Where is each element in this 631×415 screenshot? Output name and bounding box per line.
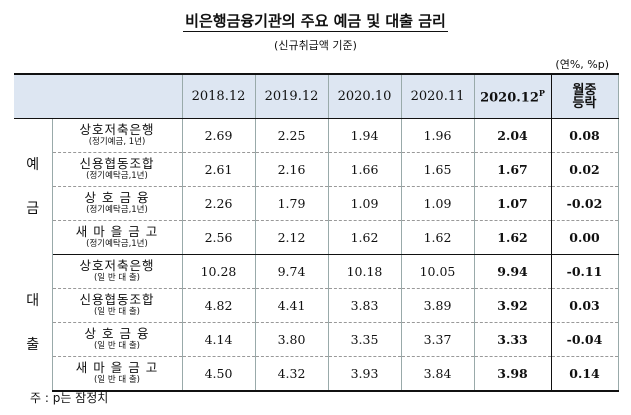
rate-2018-12: 4.50 [182,356,256,392]
rate-2020-10: 1.62 [328,220,402,255]
rate-change: 0.02 [551,152,619,187]
institution-product: (일 반 대 출) [93,375,141,385]
institution-product: (정기예탁금,1년) [86,205,148,215]
table-row: 신용협동조합 (일 반 대 출) 4.82 4.41 3.83 3.89 3.92 0.03 [14,288,619,323]
header-row: 2018.12 2019.12 2020.10 2020.11 2020.12P… [14,73,619,119]
table-row: 신용협동조합 (정기예탁금,1년) 2.61 2.16 1.66 1.65 1.67 0.02 [14,152,619,187]
institution-name: 상호저축은행 [79,258,155,273]
rate-change: 0.08 [551,118,619,153]
header-2020-11: 2020.11 [401,73,475,119]
category-label-top: 예 [26,156,40,173]
rate-current: 1.67 [473,152,552,187]
rate-2019-12: 2.12 [255,220,329,255]
rate-current: 3.92 [473,288,552,323]
institution-name: 신용협동조합 [79,156,155,171]
rate-2019-12: 4.41 [255,288,329,323]
rate-2020-10: 1.66 [328,152,402,187]
institution-cell: 신용협동조합 (정기예탁금,1년) [52,152,183,187]
rate-current: 2.04 [473,118,552,153]
institution-cell: 상 호 금 융 (정기예탁금,1년) [52,186,183,221]
rate-change: 0.14 [551,356,619,392]
header-monthly-change: 월중 등락 [551,73,619,119]
rate-2020-11: 3.84 [401,356,475,392]
rate-2018-12: 2.69 [182,118,256,153]
table-row: 새 마 을 금 고 (정기예탁금,1년) 2.56 2.12 1.62 1.62 1.62 0… [14,220,619,255]
header-2019-12: 2019.12 [255,73,329,119]
header-current: 2020.12P [473,73,552,119]
rate-2018-12: 2.56 [182,220,256,255]
institution-cell: 새 마 을 금 고 (정기예탁금,1년) [52,220,183,255]
rate-2020-11: 1.65 [401,152,475,187]
institution-product: (일 반 대 출) [93,341,141,351]
header-2020-10: 2020.10 [328,73,402,119]
rate-2020-10: 3.93 [328,356,402,392]
rate-2019-12: 3.80 [255,322,329,357]
table-row: 예 금 상호저축은행 (정기예금, 1년) 2.69 2.25 1.94 1.96 2.04 0.… [14,118,619,255]
rate-change: 0.03 [551,288,619,323]
institution-cell: 상호저축은행 (일 반 대 출) [52,254,183,289]
institution-product: (정기예탁금,1년) [86,239,148,249]
institution-name: 상 호 금 융 [84,326,150,341]
rate-2020-11: 1.09 [401,186,475,221]
institution-name: 상 호 금 융 [84,190,150,205]
rate-current: 1.62 [473,220,552,255]
rate-2019-12: 1.79 [255,186,329,221]
rate-2020-10: 3.83 [328,288,402,323]
rate-2020-11: 3.37 [401,322,475,357]
institution-name: 상호저축은행 [79,122,155,137]
rate-2020-11: 1.62 [401,220,475,255]
institution-cell: 신용협동조합 (일 반 대 출) [52,288,183,323]
rate-current: 9.94 [473,254,552,289]
header-blank [14,73,183,119]
rate-2018-12: 2.61 [182,152,256,187]
category-label-bottom: 출 [26,336,40,353]
rate-2020-11: 1.96 [401,118,475,153]
rate-current: 3.33 [473,322,552,357]
rate-2020-11: 3.89 [401,288,475,323]
institution-product: (일 반 대 출) [93,273,141,283]
institution-cell: 상 호 금 융 (일 반 대 출) [52,322,183,357]
institution-cell: 상호저축은행 (정기예금, 1년) [52,118,183,153]
table-row: 새 마 을 금 고 (일 반 대 출) 4.50 4.32 3.93 3.84 3.98 0.… [14,356,619,392]
rate-2018-12: 4.82 [182,288,256,323]
rate-change: -0.11 [551,254,619,289]
rate-2020-10: 3.35 [328,322,402,357]
institution-product: (일 반 대 출) [93,307,141,317]
rate-2020-10: 10.18 [328,254,402,289]
institution-name: 새 마 을 금 고 [75,360,159,375]
rate-current: 3.98 [473,356,552,392]
footnote: 주 : p는 잠정치 [30,391,109,405]
institution-name: 신용협동조합 [79,292,155,307]
institution-product: (정기예금, 1년) [88,137,146,147]
rate-2019-12: 9.74 [255,254,329,289]
rate-2019-12: 2.25 [255,118,329,153]
table-row: 대 출 상호저축은행 (일 반 대 출) 10.28 9.74 10.18 10.05 9.94… [14,254,619,391]
institution-name: 새 마 을 금 고 [75,224,159,239]
interest-rate-table: 2018.12 2019.12 2020.10 2020.11 2020.12P… [14,73,619,392]
header-2018-12: 2018.12 [182,73,256,119]
rate-2020-10: 1.94 [328,118,402,153]
rate-2018-12: 2.26 [182,186,256,221]
rate-2020-11: 10.05 [401,254,475,289]
rate-2019-12: 2.16 [255,152,329,187]
rate-2018-12: 4.14 [182,322,256,357]
rate-2019-12: 4.32 [255,356,329,392]
institution-product: (정기예탁금,1년) [86,171,148,181]
institution-cell: 새 마 을 금 고 (일 반 대 출) [52,356,183,392]
category-label-top: 대 [26,292,40,309]
rate-change: 0.00 [551,220,619,255]
table-row: 상 호 금 융 (일 반 대 출) 4.14 3.80 3.35 3.37 3.33 -0.0… [14,322,619,357]
rate-current: 1.07 [473,186,552,221]
document-subtitle: (신규취급액 기준) [274,39,357,52]
unit-label: (연%, %p) [555,58,609,71]
rate-change: -0.04 [551,322,619,357]
table-row: 상 호 금 융 (정기예탁금,1년) 2.26 1.79 1.09 1.09 1.07 -0.… [14,186,619,221]
rate-2018-12: 10.28 [182,254,256,289]
rate-2020-10: 1.09 [328,186,402,221]
rate-change: -0.02 [551,186,619,221]
category-label-bottom: 금 [26,200,40,217]
document-title: 비은행금융기관의 주요 예금 및 대출 금리 [183,12,448,32]
